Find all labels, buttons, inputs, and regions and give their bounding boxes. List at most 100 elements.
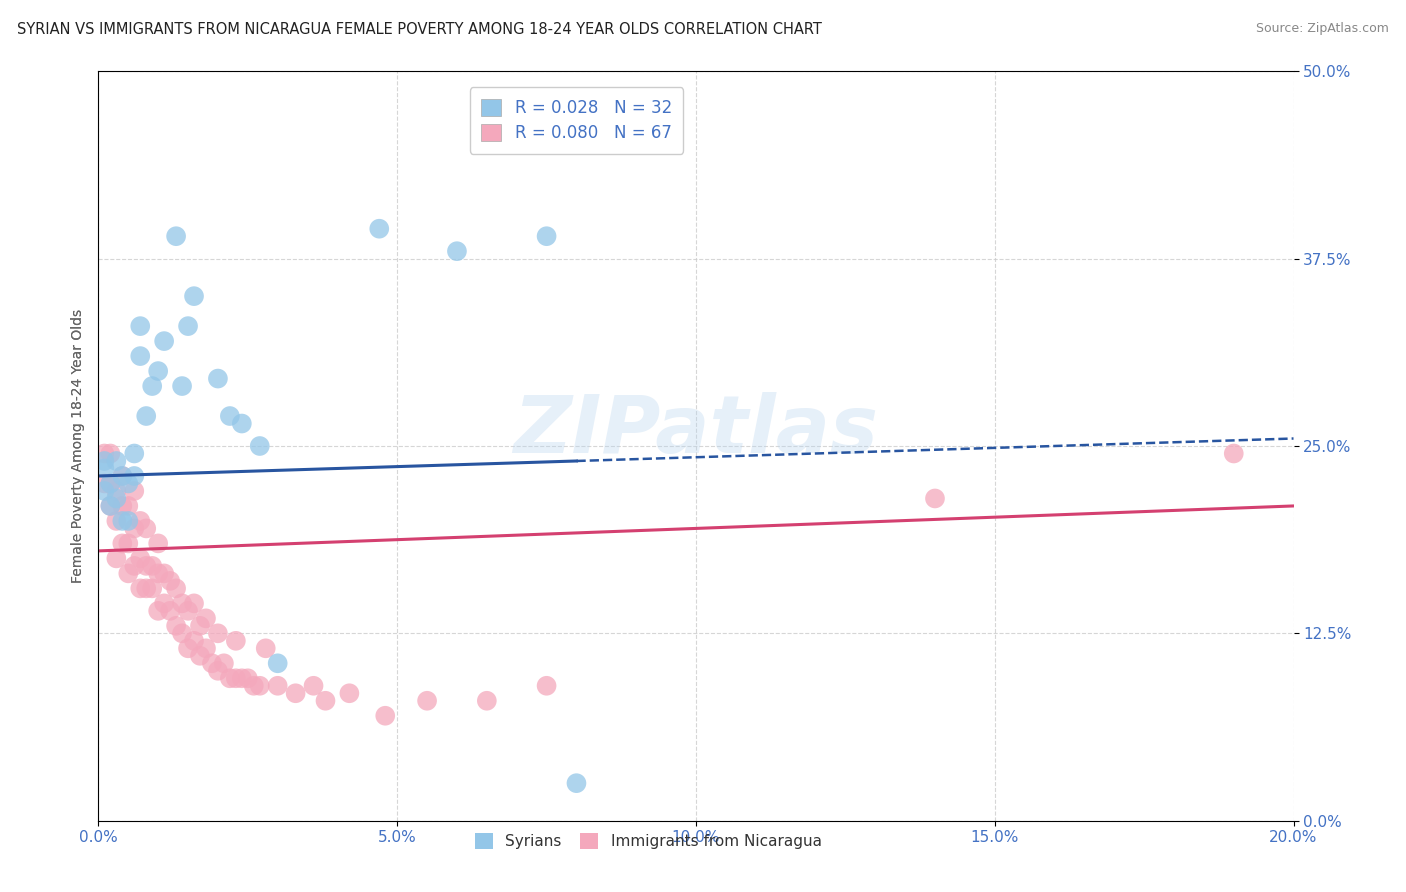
Point [165,619,187,633]
Point [129,349,152,363]
Point [124,558,146,573]
Point [111,469,134,483]
Point [117,566,139,581]
Point [117,499,139,513]
Point [302,679,325,693]
Point [225,633,247,648]
Point [284,686,307,700]
Point [219,409,242,423]
Point [129,319,152,334]
Point [141,558,163,573]
Point [117,536,139,550]
Point [195,611,218,625]
Point [172,596,194,610]
Point [129,582,152,596]
Point [153,334,176,348]
Text: Source: ZipAtlas.com: Source: ZipAtlas.com [1256,22,1389,36]
Point [225,671,247,685]
Point [267,679,290,693]
Point [153,566,176,581]
Legend: Syrians, Immigrants from Nicaragua: Syrians, Immigrants from Nicaragua [463,822,834,862]
Point [315,694,337,708]
Point [177,641,200,656]
Point [195,641,218,656]
Point [148,536,170,550]
Point [148,364,170,378]
Point [117,514,139,528]
Point [339,686,361,700]
Point [475,694,498,708]
Point [135,521,157,535]
Point [236,671,259,685]
Point [124,521,146,535]
Point [207,664,229,678]
Point [249,439,271,453]
Point [105,551,128,566]
Point [141,582,163,596]
Point [93,461,115,475]
Point [93,454,115,468]
Y-axis label: Female Poverty Among 18-24 Year Olds: Female Poverty Among 18-24 Year Olds [70,309,84,583]
Point [124,446,146,460]
Point [212,657,235,671]
Point [165,582,187,596]
Point [172,626,194,640]
Point [243,679,266,693]
Point [98,476,122,491]
Point [159,604,181,618]
Point [148,566,170,581]
Point [177,604,200,618]
Point [111,499,134,513]
Point [129,514,152,528]
Point [93,446,115,460]
Point [924,491,946,506]
Point [135,409,157,423]
Point [207,371,229,385]
Point [135,582,157,596]
Point [249,679,271,693]
Point [183,289,205,303]
Text: ZIPatlas: ZIPatlas [513,392,879,470]
Point [105,454,128,468]
Point [135,558,157,573]
Point [93,483,115,498]
Point [111,514,134,528]
Point [207,626,229,640]
Point [254,641,277,656]
Point [165,229,187,244]
Point [565,776,588,790]
Point [536,679,558,693]
Point [231,417,253,431]
Point [172,379,194,393]
Point [536,229,558,244]
Point [153,596,176,610]
Point [111,469,134,483]
Point [183,633,205,648]
Text: SYRIAN VS IMMIGRANTS FROM NICARAGUA FEMALE POVERTY AMONG 18-24 YEAR OLDS CORRELA: SYRIAN VS IMMIGRANTS FROM NICARAGUA FEMA… [17,22,821,37]
Y-axis label: Female Poverty Among 18-24 Year Olds: Female Poverty Among 18-24 Year Olds [70,309,84,583]
Point [93,476,115,491]
Point [374,708,396,723]
Point [188,619,211,633]
Point [124,469,146,483]
Point [148,604,170,618]
Point [111,536,134,550]
Point [159,574,181,588]
Point [416,694,439,708]
Point [188,648,211,663]
Point [105,483,128,498]
Point [446,244,468,259]
Point [105,514,128,528]
Point [219,671,242,685]
Point [98,476,122,491]
Point [129,551,152,566]
Point [98,499,122,513]
Point [368,221,391,235]
Point [124,483,146,498]
Point [105,491,128,506]
Point [177,319,200,334]
Point [117,476,139,491]
Point [267,657,290,671]
Point [98,446,122,460]
Point [183,596,205,610]
